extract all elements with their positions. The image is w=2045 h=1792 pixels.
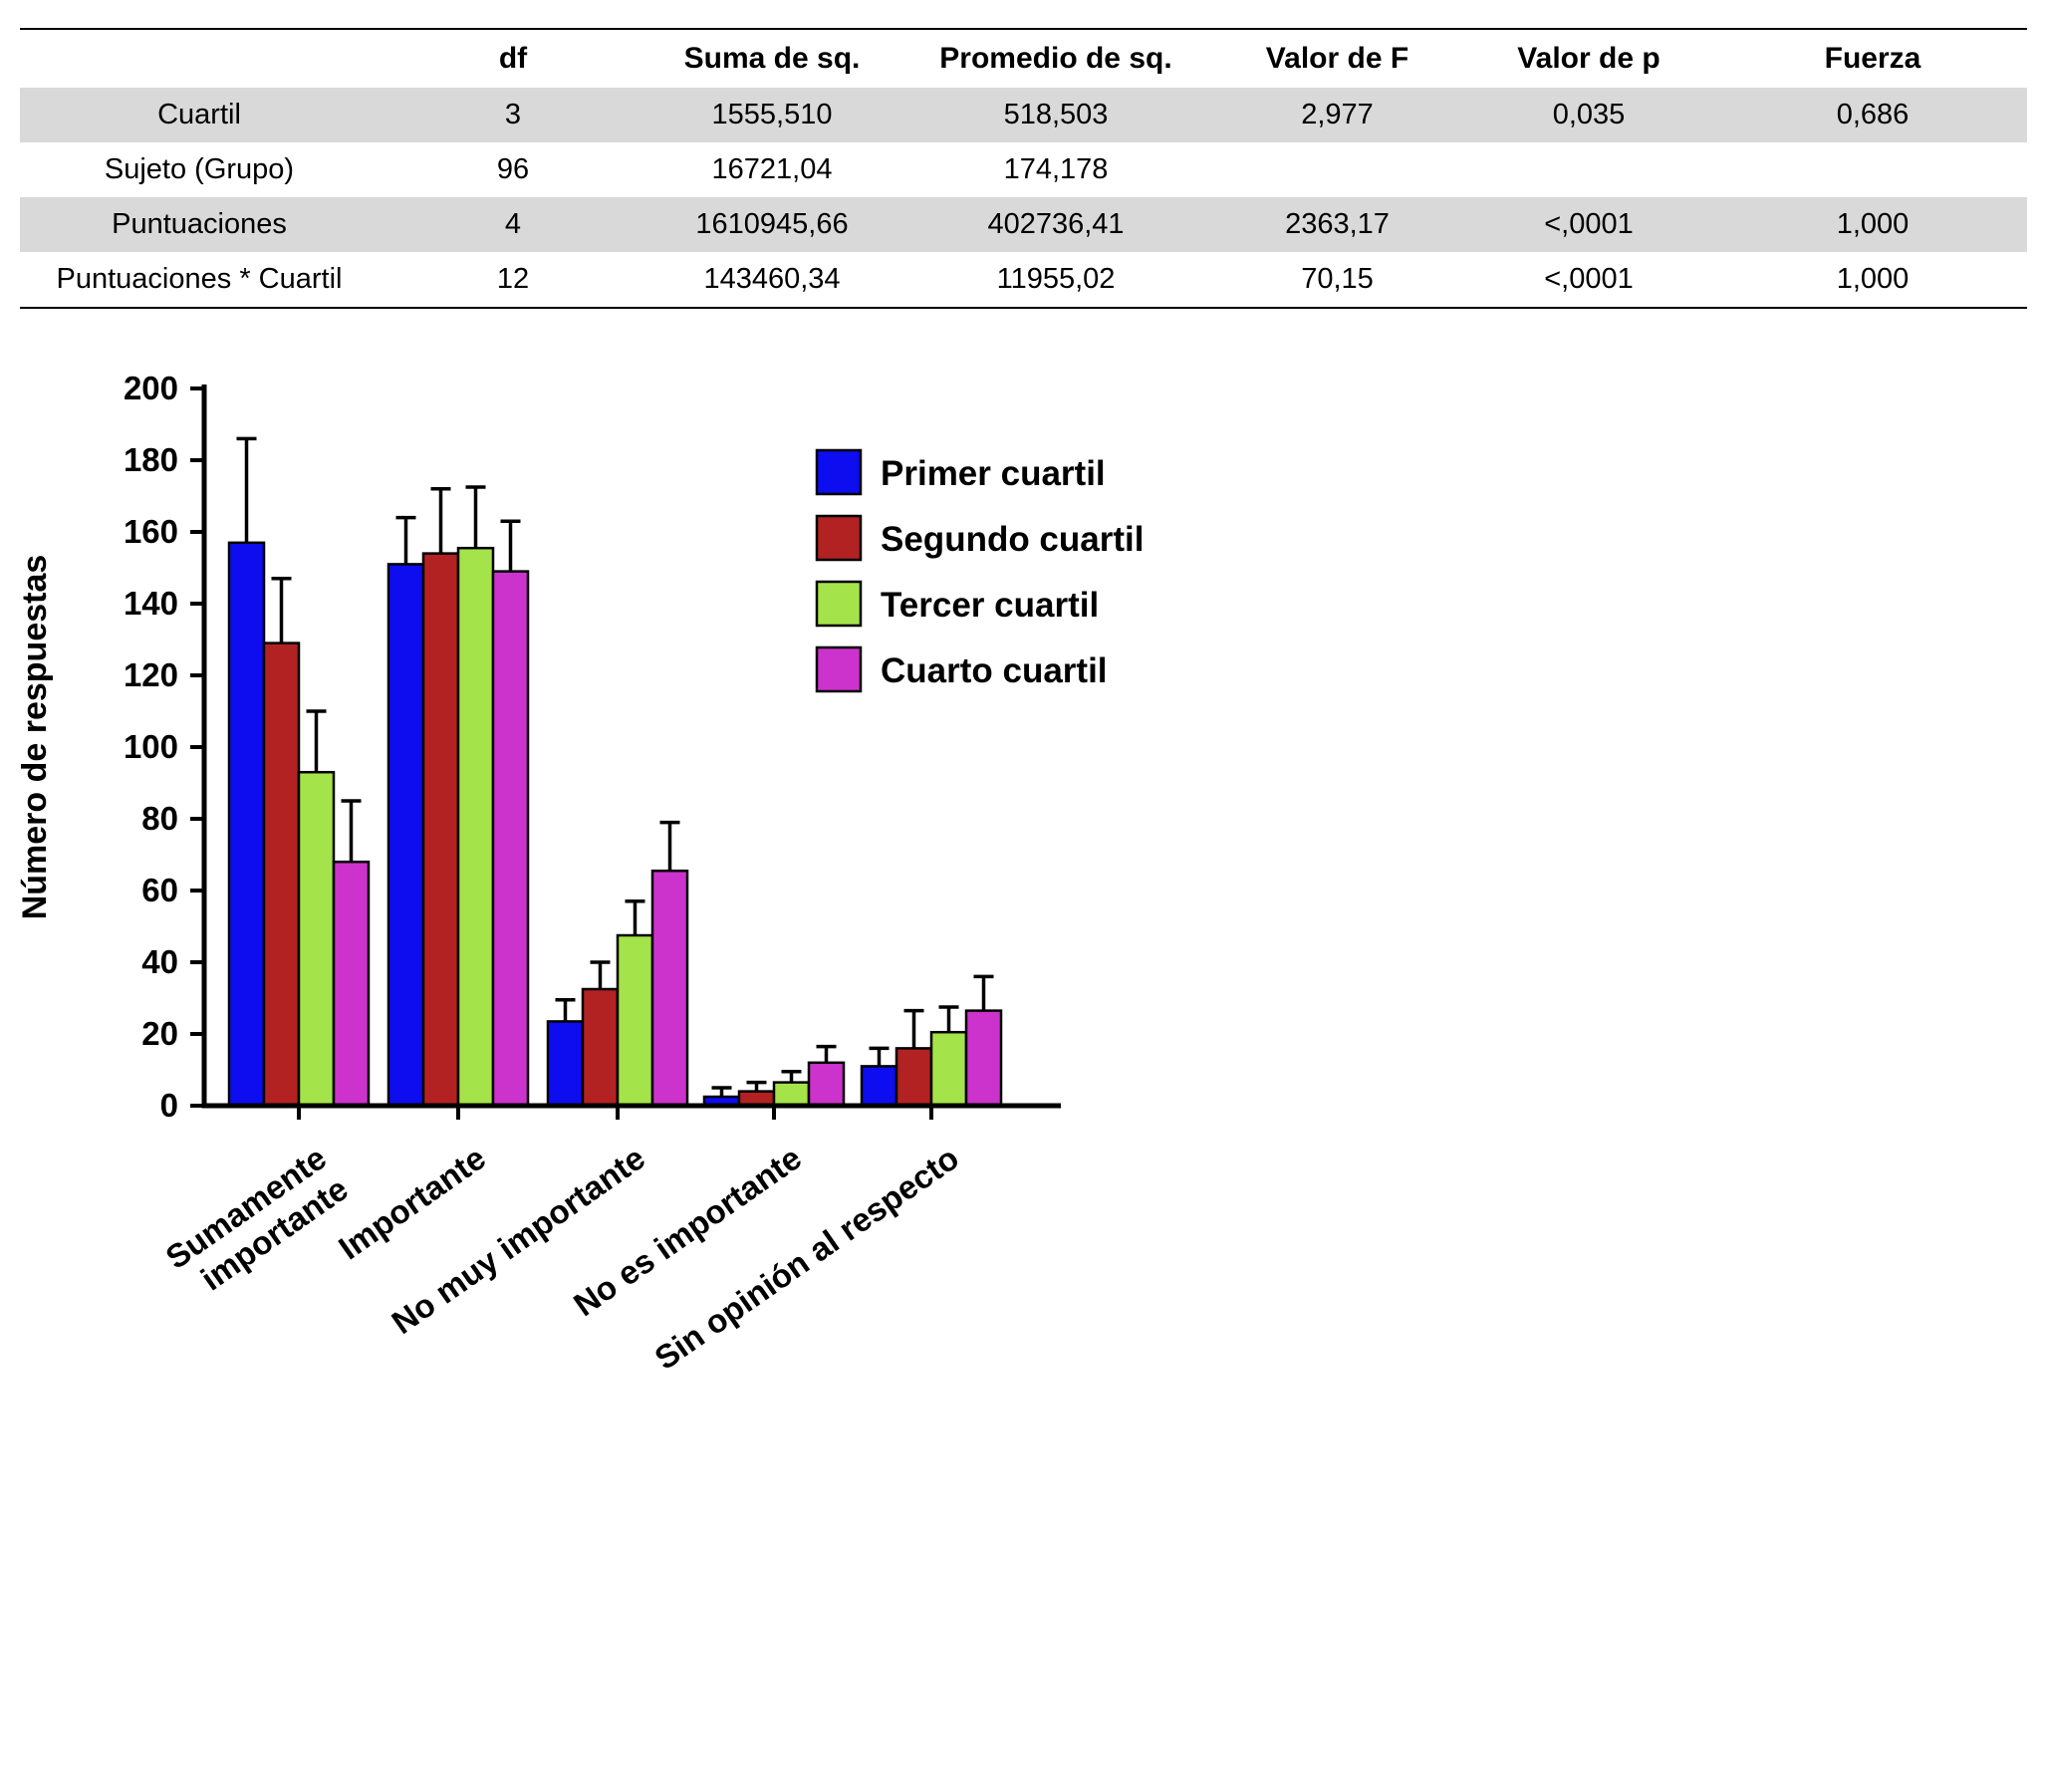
legend-swatch xyxy=(815,514,863,562)
bar xyxy=(546,1020,585,1108)
table-row-label: Puntuaciones xyxy=(112,208,287,240)
bar xyxy=(421,552,460,1108)
bar xyxy=(807,1061,846,1108)
table-cell: 402736,41 xyxy=(987,208,1125,240)
bar xyxy=(895,1047,933,1108)
bar xyxy=(964,1009,1003,1108)
bar xyxy=(262,641,301,1108)
bar xyxy=(772,1081,811,1108)
bar xyxy=(860,1065,898,1108)
table-cell: <,0001 xyxy=(1544,263,1634,295)
table-header-cell: Suma de sq. xyxy=(683,42,861,75)
bar-chart: 0 20 40 60 80 100 120 140 160 180 200 Sumamenteimpo… xyxy=(16,370,1144,1377)
y-tick-label: 20 xyxy=(141,1015,178,1052)
legend-label: Segundo cuartil xyxy=(881,520,1144,559)
y-tick-label: 200 xyxy=(124,370,178,406)
table-cell: 2,977 xyxy=(1301,99,1374,130)
table-cell: 1610945,66 xyxy=(695,208,849,240)
table-row: Puntuaciones 4 1610945,66 402736,41 2363,17 <… xyxy=(20,197,2027,252)
legend-swatch xyxy=(815,448,863,496)
x-tick-label: Sin opinión al respecto xyxy=(647,1139,965,1377)
legend-label: Primer cuartil xyxy=(881,454,1106,493)
table-body: Cuartil 3 1555,510 518,503 2,977 0,035 0,686 Su… xyxy=(20,88,2027,308)
bar xyxy=(386,563,425,1108)
table-cell: 1555,510 xyxy=(711,99,833,130)
y-tick-label: 100 xyxy=(124,728,178,765)
table-header-cell: Valor de F xyxy=(1265,42,1409,75)
bar xyxy=(616,933,654,1108)
bar xyxy=(332,860,371,1108)
table-cell xyxy=(1215,142,1459,197)
table-header-cell: Promedio de sq. xyxy=(939,42,1172,75)
table-cell: 1,000 xyxy=(1836,263,1910,295)
table-cell: <,0001 xyxy=(1544,208,1634,240)
anova-table-grid: df Suma de sq. Promedio de sq. Valor de F Va… xyxy=(20,28,2027,309)
y-tick-label: 120 xyxy=(124,656,178,693)
table-cell: 70,15 xyxy=(1301,263,1374,295)
anova-table: df Suma de sq. Promedio de sq. Valor de F Va… xyxy=(20,28,2027,309)
table-cell: 0,686 xyxy=(1836,99,1910,130)
table-cell: 11955,02 xyxy=(996,263,1116,295)
y-tick-label: 60 xyxy=(141,872,178,908)
table-row: Puntuaciones * Cuartil 12 143460,34 11955,0… xyxy=(20,252,2027,308)
table-row-label: Puntuaciones * Cuartil xyxy=(56,263,343,295)
legend-swatch xyxy=(815,645,863,693)
y-tick-label: 0 xyxy=(160,1087,178,1124)
y-axis-title: Número de respuestas xyxy=(16,555,54,920)
table-row: Cuartil 3 1555,510 518,503 2,977 0,035 0,686 xyxy=(20,88,2027,142)
bar xyxy=(581,987,620,1108)
table-cell: 3 xyxy=(504,99,522,130)
table-cell: 96 xyxy=(496,153,530,185)
table-cell: 4 xyxy=(504,208,522,240)
table-cell: 0,035 xyxy=(1552,99,1626,130)
y-tick-label: 180 xyxy=(124,441,178,478)
table-header-cell: Valor de p xyxy=(1517,42,1661,75)
table-cell: 518,503 xyxy=(1003,99,1109,130)
table-row: Sujeto (Grupo) 96 16721,04 174,178 xyxy=(20,142,2027,197)
legend-label: Cuarto cuartil xyxy=(881,651,1108,690)
bar xyxy=(456,546,495,1108)
table-header-row: df Suma de sq. Promedio de sq. Valor de F Va… xyxy=(20,29,2027,88)
bar xyxy=(227,541,266,1108)
table-cell: 2363,17 xyxy=(1285,208,1390,240)
bar xyxy=(491,570,530,1108)
x-tick-label: No muy importante xyxy=(384,1139,651,1341)
table-cell: 16721,04 xyxy=(711,153,833,185)
table-row-label: Sujeto (Grupo) xyxy=(104,153,295,185)
bar xyxy=(650,869,689,1108)
table-cell: 143460,34 xyxy=(703,263,841,295)
x-tick-label: Sumamenteimportante xyxy=(159,1139,355,1307)
y-tick-label: 140 xyxy=(124,585,178,622)
bar xyxy=(297,770,336,1108)
table-cell: 174,178 xyxy=(1003,153,1109,185)
y-tick-label: 40 xyxy=(141,943,178,980)
table-cell: 1,000 xyxy=(1836,208,1910,240)
table-cell xyxy=(1718,142,2027,197)
y-tick-label: 160 xyxy=(124,513,178,550)
legend-swatch xyxy=(815,580,863,628)
legend-label: Tercer cuartil xyxy=(881,586,1099,625)
table-header-cell: df xyxy=(498,42,528,75)
table-row-label: Cuartil xyxy=(157,99,241,130)
table-cell xyxy=(1459,142,1718,197)
table-cell: 12 xyxy=(496,263,530,295)
x-tick-label: Importante xyxy=(332,1139,492,1266)
table-header-cell xyxy=(20,29,379,88)
bar xyxy=(929,1030,968,1108)
y-tick-label: 80 xyxy=(141,800,178,837)
table-header-cell: Fuerza xyxy=(1824,42,1921,75)
